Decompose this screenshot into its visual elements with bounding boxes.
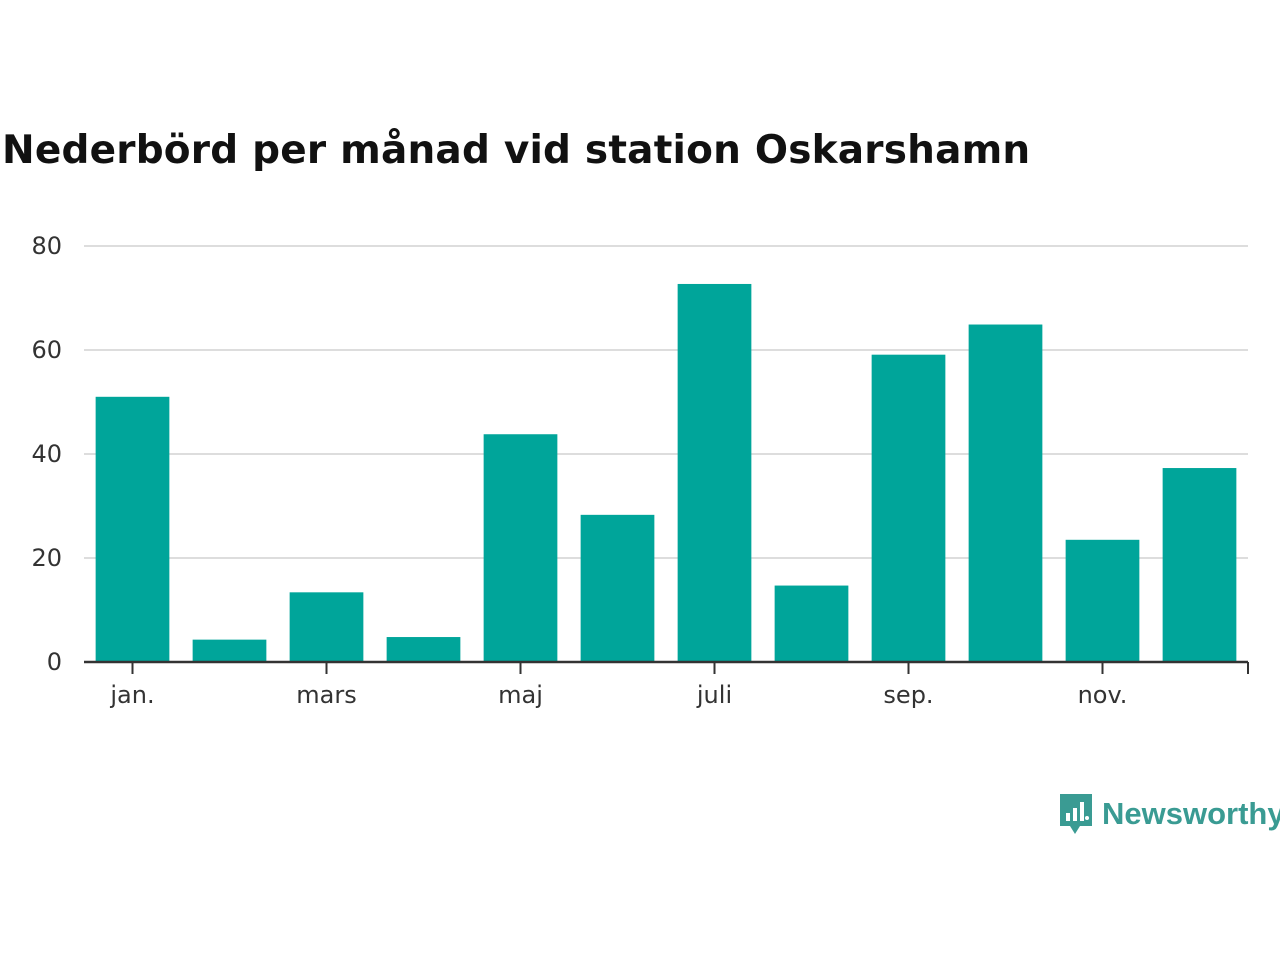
bar bbox=[968, 324, 1043, 662]
x-tick-label: nov. bbox=[1078, 681, 1128, 709]
y-tick-label: 40 bbox=[31, 440, 62, 468]
y-tick-label: 0 bbox=[47, 648, 62, 676]
y-tick-label: 20 bbox=[31, 544, 62, 572]
y-tick-label: 60 bbox=[31, 336, 62, 364]
bar bbox=[192, 639, 267, 662]
y-axis: 0 20 40 60 80 bbox=[31, 232, 62, 676]
chart-title: Nederbörd per månad vid station Oskarsha… bbox=[2, 128, 1031, 173]
x-tick-labels: jan. mars maj juli sep. nov. bbox=[109, 662, 1127, 709]
brand-name: Newsworthy bbox=[1102, 796, 1280, 831]
x-tick-label: jan. bbox=[109, 681, 154, 709]
bar bbox=[580, 514, 655, 662]
x-tick-label: juli bbox=[696, 681, 732, 709]
bar bbox=[483, 434, 558, 662]
bar bbox=[1065, 539, 1140, 662]
x-tick-label: maj bbox=[498, 681, 543, 709]
bar bbox=[1162, 468, 1237, 662]
x-tick-label: sep. bbox=[883, 681, 933, 709]
gridlines bbox=[84, 245, 1248, 559]
bar bbox=[289, 592, 364, 662]
x-tick-label: mars bbox=[296, 681, 356, 709]
bar bbox=[774, 585, 849, 662]
y-tick-label: 80 bbox=[31, 232, 62, 260]
newsworthy-brand: Newsworthy bbox=[1058, 790, 1280, 838]
bar bbox=[677, 283, 752, 662]
newsworthy-logo-icon bbox=[1060, 794, 1092, 834]
bar bbox=[95, 396, 170, 662]
x-axis bbox=[84, 660, 1249, 674]
bar bbox=[386, 637, 461, 662]
bar-series bbox=[95, 283, 1237, 662]
bar bbox=[871, 354, 946, 662]
